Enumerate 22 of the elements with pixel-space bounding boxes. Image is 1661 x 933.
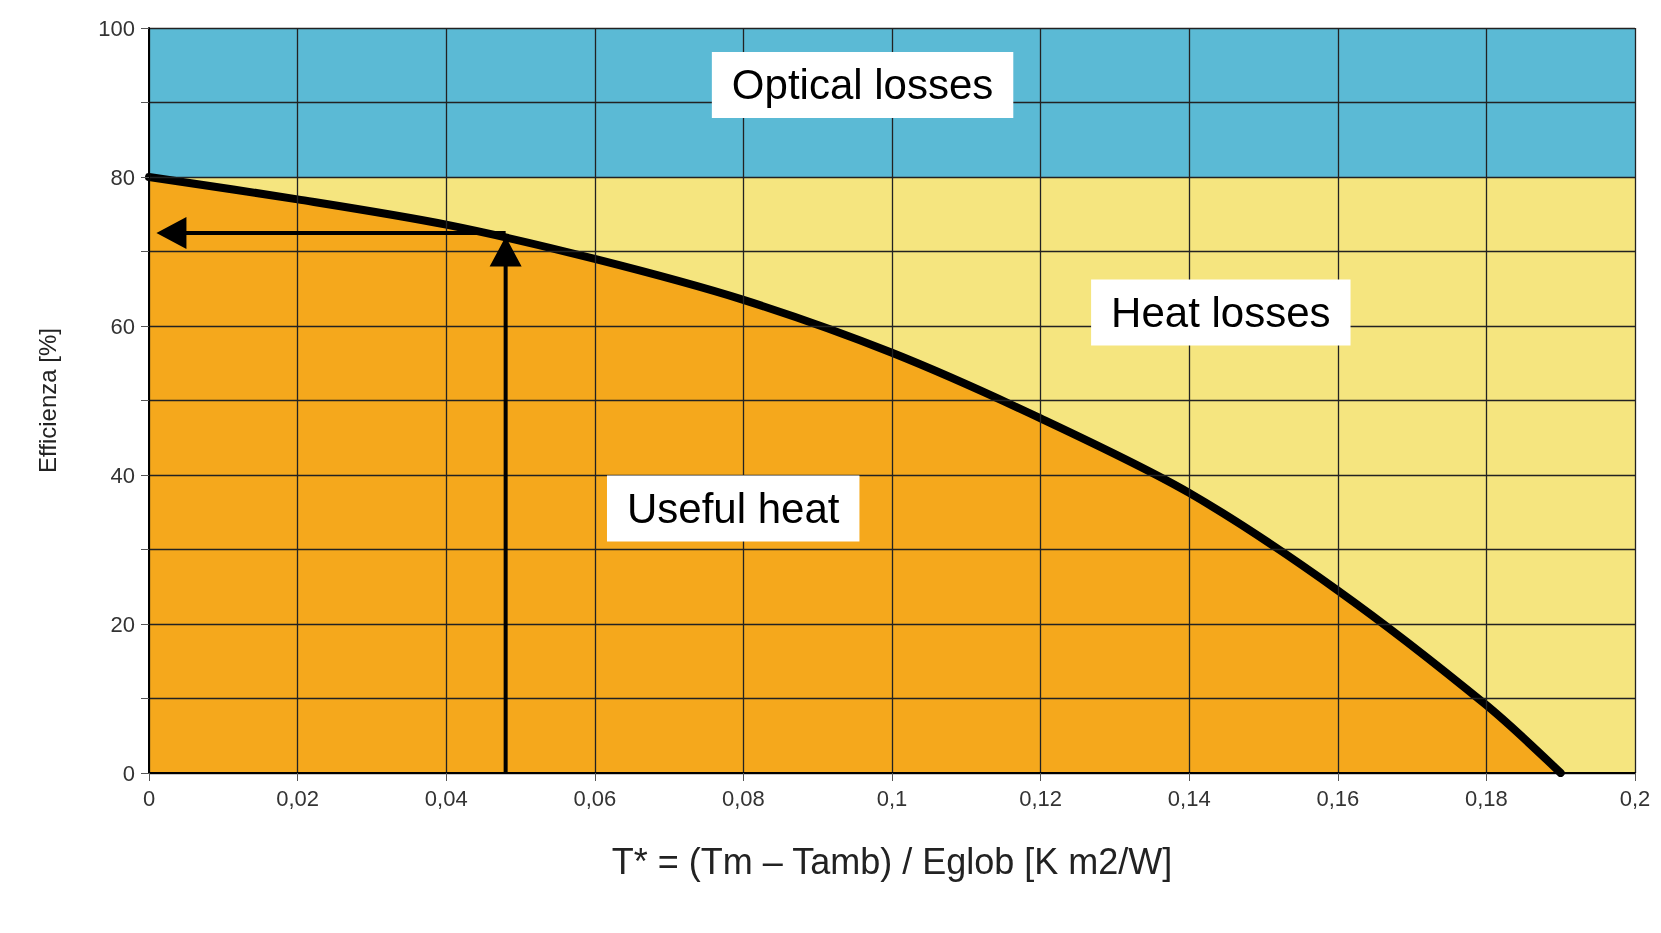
x-tick-label: 0,12	[1019, 785, 1063, 811]
x-tick-label: 0,08	[721, 785, 765, 811]
y-tick-label: 20	[110, 611, 135, 637]
x-tick-label: 0,18	[1464, 785, 1508, 811]
y-tick-label: 100	[98, 15, 135, 41]
annotation: Optical losses	[731, 61, 994, 109]
x-tick-label: 0,14	[1167, 785, 1211, 811]
x-tick-label: 0,02	[276, 785, 320, 811]
x-axis-title: T* = (Tm – Tamb) / Eglob [K m2/W]	[611, 840, 1173, 882]
y-tick-label: 40	[110, 462, 135, 488]
x-tick-label: 0,06	[573, 785, 617, 811]
y-tick-label: 60	[110, 313, 135, 339]
x-tick-label: 0	[142, 785, 156, 811]
x-tick-label: 0,1	[876, 785, 908, 811]
annotation: Useful heat	[626, 485, 840, 532]
y-tick-label: 0	[122, 760, 135, 786]
y-tick-label: 80	[110, 164, 135, 190]
x-tick-label: 0,16	[1316, 785, 1360, 811]
x-tick-label: 0,04	[424, 785, 468, 811]
y-axis-title: Efficienza [%]	[33, 328, 61, 473]
x-tick-label: 0,2	[1619, 785, 1651, 811]
annotation: Heat losses	[1111, 289, 1331, 337]
